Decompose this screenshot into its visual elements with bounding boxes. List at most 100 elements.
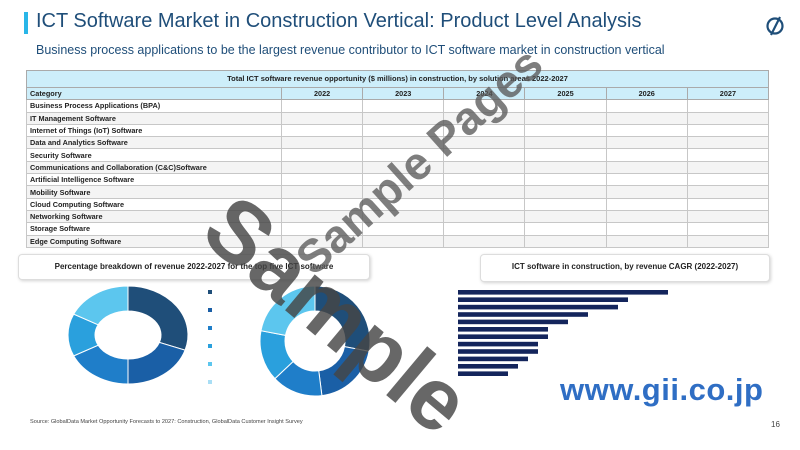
- cagr-bar-chart: [458, 290, 668, 376]
- table-row: Edge Computing Software: [26, 234, 770, 248]
- table-cell: [443, 209, 526, 224]
- table-header-year: 2024: [443, 86, 526, 101]
- table-cell: [686, 148, 770, 162]
- table-header-category: Category: [26, 86, 282, 101]
- table-cell: [362, 173, 445, 187]
- table-row-label: Communications and Collaboration (C&C)So…: [26, 160, 282, 175]
- table-cell: [443, 148, 526, 162]
- table-row: Communications and Collaboration (C&C)So…: [26, 160, 770, 175]
- cagr-bar: [458, 364, 518, 369]
- table-cell: [605, 160, 688, 175]
- table-header-year: 2023: [362, 86, 445, 101]
- table-cell: [524, 185, 607, 199]
- table-row-label: Networking Software: [26, 209, 282, 224]
- table-row: Security Software: [26, 148, 770, 162]
- table-cell: [686, 99, 770, 113]
- table-cell: [605, 123, 688, 138]
- table-row: Cloud Computing Software: [26, 197, 770, 211]
- table-cell: [443, 99, 526, 113]
- table-header-year: 2022: [280, 86, 364, 101]
- legend-marker: [208, 362, 212, 366]
- site-watermark: www.gii.co.jp: [560, 372, 764, 407]
- table-cell: [443, 185, 526, 199]
- donut-chart-2: [259, 285, 371, 397]
- table-cell: [524, 99, 607, 113]
- table-row: Artificial Intelligence Software: [26, 173, 770, 187]
- table-cell: [362, 234, 445, 248]
- table-cell: [686, 234, 770, 248]
- table-cell: [605, 136, 688, 150]
- table-cell: [280, 197, 364, 211]
- revenue-table: Total ICT software revenue opportunity (…: [26, 70, 770, 248]
- table-cell: [280, 209, 364, 224]
- table-cell: [686, 111, 770, 125]
- table-cell: [605, 197, 688, 211]
- cagr-bar: [458, 356, 528, 362]
- table-cell: [686, 160, 770, 175]
- table-header-year: 2027: [686, 86, 770, 101]
- title-accent-bar: [24, 12, 28, 34]
- table-cell: [280, 99, 364, 113]
- table-cell: [362, 222, 445, 236]
- table-cell: [605, 209, 688, 224]
- table-cell: [280, 123, 364, 138]
- table-header-year: 2025: [524, 86, 607, 101]
- donut1-slice: [72, 285, 129, 326]
- table-row-label: Edge Computing Software: [26, 234, 282, 248]
- table-row-label: Cloud Computing Software: [26, 197, 282, 211]
- table-cell: [280, 160, 364, 175]
- table-cell: [443, 222, 526, 236]
- donut1-slice: [127, 341, 186, 385]
- globaldata-logo-icon: [766, 16, 784, 36]
- table-row: Data and Analytics Software: [26, 136, 770, 150]
- table-cell: [686, 173, 770, 187]
- table-cell: [605, 234, 688, 248]
- table-row-label: Business Process Applications (BPA): [26, 99, 282, 113]
- table-cell: [280, 136, 364, 150]
- table-caption: Total ICT software revenue opportunity (…: [26, 70, 769, 87]
- table-cell: [605, 222, 688, 236]
- table-cell: [605, 173, 688, 187]
- table-cell: [605, 111, 688, 125]
- table-cell: [524, 148, 607, 162]
- table-cell: [524, 160, 607, 175]
- table-row: Mobility Software: [26, 185, 770, 199]
- table-cell: [524, 123, 607, 138]
- table-cell: [280, 185, 364, 199]
- table-cell: [280, 222, 364, 236]
- table-cell: [280, 148, 364, 162]
- table-cell: [443, 160, 526, 175]
- table-cell: [443, 111, 526, 125]
- table-cell: [280, 111, 364, 125]
- table-row-label: IT Management Software: [26, 111, 282, 125]
- table-cell: [686, 185, 770, 199]
- table-row-label: Internet of Things (IoT) Software: [26, 123, 282, 138]
- legend-marker: [208, 344, 212, 348]
- cagr-bar: [458, 319, 568, 325]
- table-row-label: Data and Analytics Software: [26, 136, 282, 150]
- table-cell: [280, 234, 364, 248]
- table-row: IT Management Software: [26, 111, 770, 125]
- table-cell: [443, 136, 526, 150]
- table-cell: [524, 136, 607, 150]
- table-cell: [524, 222, 607, 236]
- page-subtitle: Business process applications to be the …: [36, 43, 665, 57]
- donut-chart-title: Percentage breakdown of revenue 2022-202…: [18, 254, 370, 280]
- table-cell: [524, 111, 607, 125]
- table-cell: [362, 148, 445, 162]
- table-cell: [443, 197, 526, 211]
- table-cell: [686, 136, 770, 150]
- table-row-label: Artificial Intelligence Software: [26, 173, 282, 187]
- table-cell: [443, 123, 526, 138]
- table-cell: [686, 123, 770, 138]
- table-cell: [362, 209, 445, 224]
- cagr-bar: [458, 371, 508, 376]
- table-cell: [686, 209, 770, 224]
- table-cell: [605, 185, 688, 199]
- page-title: ICT Software Market in Construction Vert…: [36, 10, 642, 32]
- table-header-year: 2026: [605, 86, 688, 101]
- table-cell: [605, 99, 688, 113]
- table-row-label: Storage Software: [26, 222, 282, 236]
- table-cell: [524, 197, 607, 211]
- source-note: Source: GlobalData Market Opportunity Fo…: [30, 419, 303, 425]
